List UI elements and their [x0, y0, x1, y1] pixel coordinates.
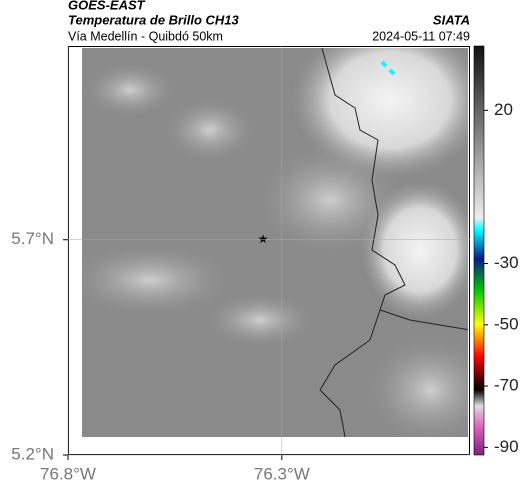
- colorbar-tick-label: -30: [494, 253, 519, 272]
- title: Temperatura de Brillo CH13: [68, 12, 240, 27]
- x-tick-label: 76.8°W: [40, 464, 96, 483]
- colorbar-tick-label: -90: [494, 437, 519, 456]
- org: SIATA: [433, 12, 470, 27]
- datetime: 2024-05-11 07:49: [372, 29, 470, 43]
- satellite-image: [82, 48, 468, 437]
- map-frame: [68, 46, 470, 455]
- colorbar-tick-label: -70: [494, 376, 519, 395]
- location-marker: ★: [258, 232, 269, 246]
- subtitle: Vía Medellín - Quibdó 50km: [68, 29, 223, 43]
- y-tick-label: 5.2°N: [11, 444, 54, 463]
- colorbar-tick-label: -50: [494, 314, 519, 333]
- y-tick-label: 5.7°N: [11, 229, 54, 248]
- source: GOES-EAST: [68, 0, 146, 12]
- colorbar-tick-label: 20: [494, 100, 513, 119]
- colorbar: [473, 45, 485, 456]
- x-tick-label: 76.3°W: [254, 464, 310, 483]
